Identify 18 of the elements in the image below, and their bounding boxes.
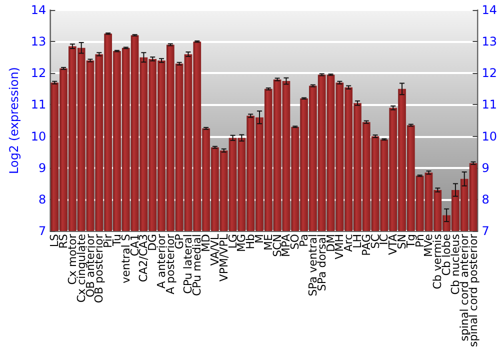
y2-tick-label: 8	[482, 192, 490, 206]
y-tick-label: 7	[38, 224, 46, 238]
y-tick-label: 9	[38, 160, 46, 175]
y2-tick-label: 12	[482, 66, 498, 80]
y-axis-title: Log2 (expression)	[7, 67, 21, 174]
y-tick-label: 12	[30, 66, 46, 80]
y-tick-label: 11	[30, 98, 46, 112]
y2-tick-label: 10	[482, 129, 498, 144]
y2-tick-label: 11	[482, 98, 498, 112]
y2-tick-label: 13	[482, 34, 498, 49]
x-tick-label: OB posterior	[92, 234, 106, 304]
y2-tick-label: 9	[482, 160, 490, 175]
y2-tick-label: 14	[482, 3, 498, 17]
y-tick-label: 8	[38, 192, 46, 206]
y-tick-label: 14	[30, 3, 46, 17]
y-tick-label: 13	[30, 34, 46, 49]
y-tick-label: 10	[30, 129, 46, 144]
y2-tick-label: 7	[482, 224, 490, 238]
